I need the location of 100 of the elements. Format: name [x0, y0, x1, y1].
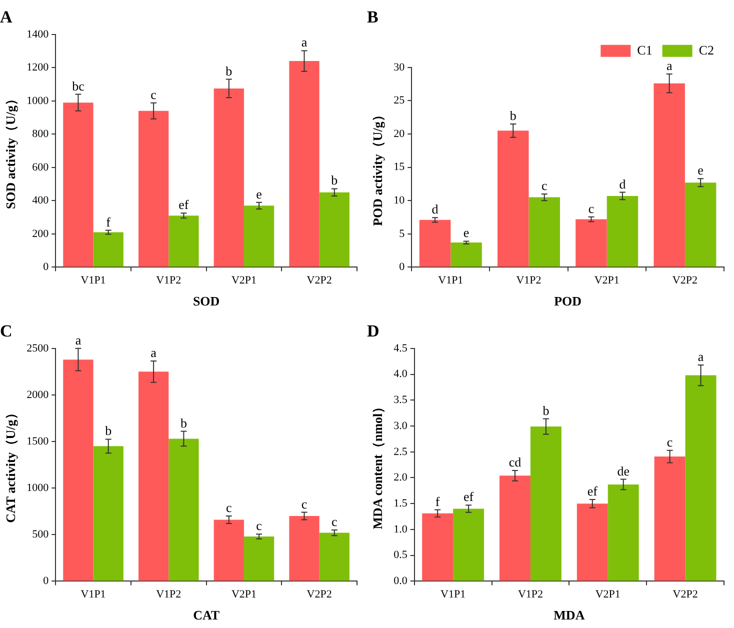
annotation: b	[331, 172, 338, 188]
x-tick-label: V1P1	[80, 274, 106, 287]
bar	[138, 372, 169, 581]
bar	[685, 375, 716, 581]
x-tick-label: V1P2	[156, 588, 182, 601]
bar	[500, 476, 530, 581]
bar	[576, 219, 607, 267]
bar	[453, 508, 484, 581]
bar	[576, 504, 608, 581]
bar	[138, 110, 169, 267]
bar	[528, 197, 560, 267]
annotation: ef	[178, 197, 190, 212]
annotation: cd	[508, 454, 522, 470]
bar	[654, 83, 685, 267]
bar	[214, 88, 244, 267]
y-axis-title: CAT activity（U/g）	[3, 406, 18, 523]
legend-label: C2	[698, 42, 714, 58]
bar	[319, 192, 350, 267]
y-tick-label: 1000	[26, 482, 50, 494]
annotation: a	[301, 34, 308, 50]
y-tick-label: 1.0	[394, 523, 408, 536]
y-tick-label: 25	[394, 94, 406, 107]
annotation: a	[666, 58, 672, 74]
y-axis-title: MDA content（nmol）	[370, 400, 386, 530]
chart-title: C	[0, 322, 12, 341]
x-axis-title: POD	[554, 294, 582, 309]
bar	[606, 196, 638, 267]
y-tick-label: 1500	[26, 435, 50, 448]
x-axis-title: CAT	[193, 608, 220, 623]
x-tick-label: V2P2	[306, 274, 332, 287]
y-tick-label: 0	[399, 261, 406, 274]
annotation: d	[619, 176, 626, 192]
y-tick-label: 200	[32, 228, 50, 240]
annotation: bc	[72, 78, 85, 94]
y-tick-label: 0.0	[394, 575, 408, 588]
annotation: c	[301, 496, 308, 512]
chart-title: B	[367, 8, 378, 27]
bar	[654, 456, 686, 581]
chart-title: D	[367, 322, 380, 341]
annotation: ef	[587, 483, 598, 498]
annotation: b	[542, 402, 550, 418]
y-tick-label: 0	[43, 261, 50, 274]
y-tick-label: 2.0	[394, 472, 408, 484]
bar	[422, 513, 454, 581]
annotation: e	[698, 162, 704, 178]
annotation: c	[332, 514, 338, 529]
y-tick-label: 0.5	[394, 549, 408, 562]
y-tick-label: 1000	[26, 94, 50, 107]
bar	[214, 520, 244, 581]
y-tick-label: 30	[394, 61, 406, 74]
x-tick-label: V1P1	[80, 588, 106, 601]
annotation: d	[432, 202, 439, 217]
y-tick-label: 800	[32, 128, 50, 140]
y-tick-label: 4.0	[394, 368, 408, 380]
y-tick-label: 3.5	[394, 394, 408, 406]
annotation: f	[435, 494, 440, 509]
annotation: a	[698, 348, 704, 364]
x-tick-label: V2P1	[595, 588, 620, 601]
chart-title: A	[0, 8, 13, 27]
y-tick-label: 2.5	[394, 446, 408, 458]
bar	[319, 532, 350, 581]
y-tick-label: 1.5	[394, 497, 408, 510]
annotation: f	[106, 214, 112, 230]
x-tick-label: V1P1	[438, 274, 464, 287]
y-tick-label: 500	[32, 528, 50, 541]
x-tick-label: V2P2	[672, 588, 698, 601]
y-tick-label: 1200	[26, 62, 50, 74]
x-tick-label: V2P1	[594, 274, 620, 287]
x-axis-title: SOD	[192, 294, 220, 309]
bar	[63, 102, 94, 267]
x-tick-label: V1P1	[440, 588, 466, 601]
annotation: c	[588, 200, 594, 216]
legend-label: C1	[637, 42, 652, 58]
y-tick-label: 0	[43, 575, 50, 588]
annotation: de	[617, 463, 630, 478]
bar	[530, 426, 562, 581]
bar	[63, 360, 94, 581]
y-tick-label: 2500	[26, 342, 50, 354]
y-tick-label: 400	[32, 194, 50, 207]
x-tick-label: V1P2	[516, 274, 542, 287]
y-tick-label: 600	[32, 161, 50, 174]
annotation: c	[666, 434, 673, 450]
y-tick-label: 5	[399, 228, 406, 240]
annotation: c	[541, 178, 548, 193]
x-tick-label: V2P2	[672, 274, 698, 287]
bar	[684, 182, 716, 267]
y-tick-label: 2000	[26, 388, 50, 401]
y-axis-title: POD activity（U/g）	[370, 108, 386, 226]
annotation: e	[256, 186, 262, 202]
bar	[498, 130, 529, 267]
bar	[450, 242, 482, 267]
bar	[608, 484, 639, 581]
bar	[244, 206, 274, 267]
annotation: ef	[463, 489, 474, 504]
x-tick-label: V2P1	[231, 588, 257, 601]
y-tick-label: 4.5	[394, 342, 408, 354]
y-axis-title: SOD activity（U/g）	[3, 92, 18, 210]
x-axis-title: MDA	[554, 608, 586, 623]
x-tick-label: V1P2	[156, 274, 182, 287]
annotation: c	[256, 518, 262, 534]
